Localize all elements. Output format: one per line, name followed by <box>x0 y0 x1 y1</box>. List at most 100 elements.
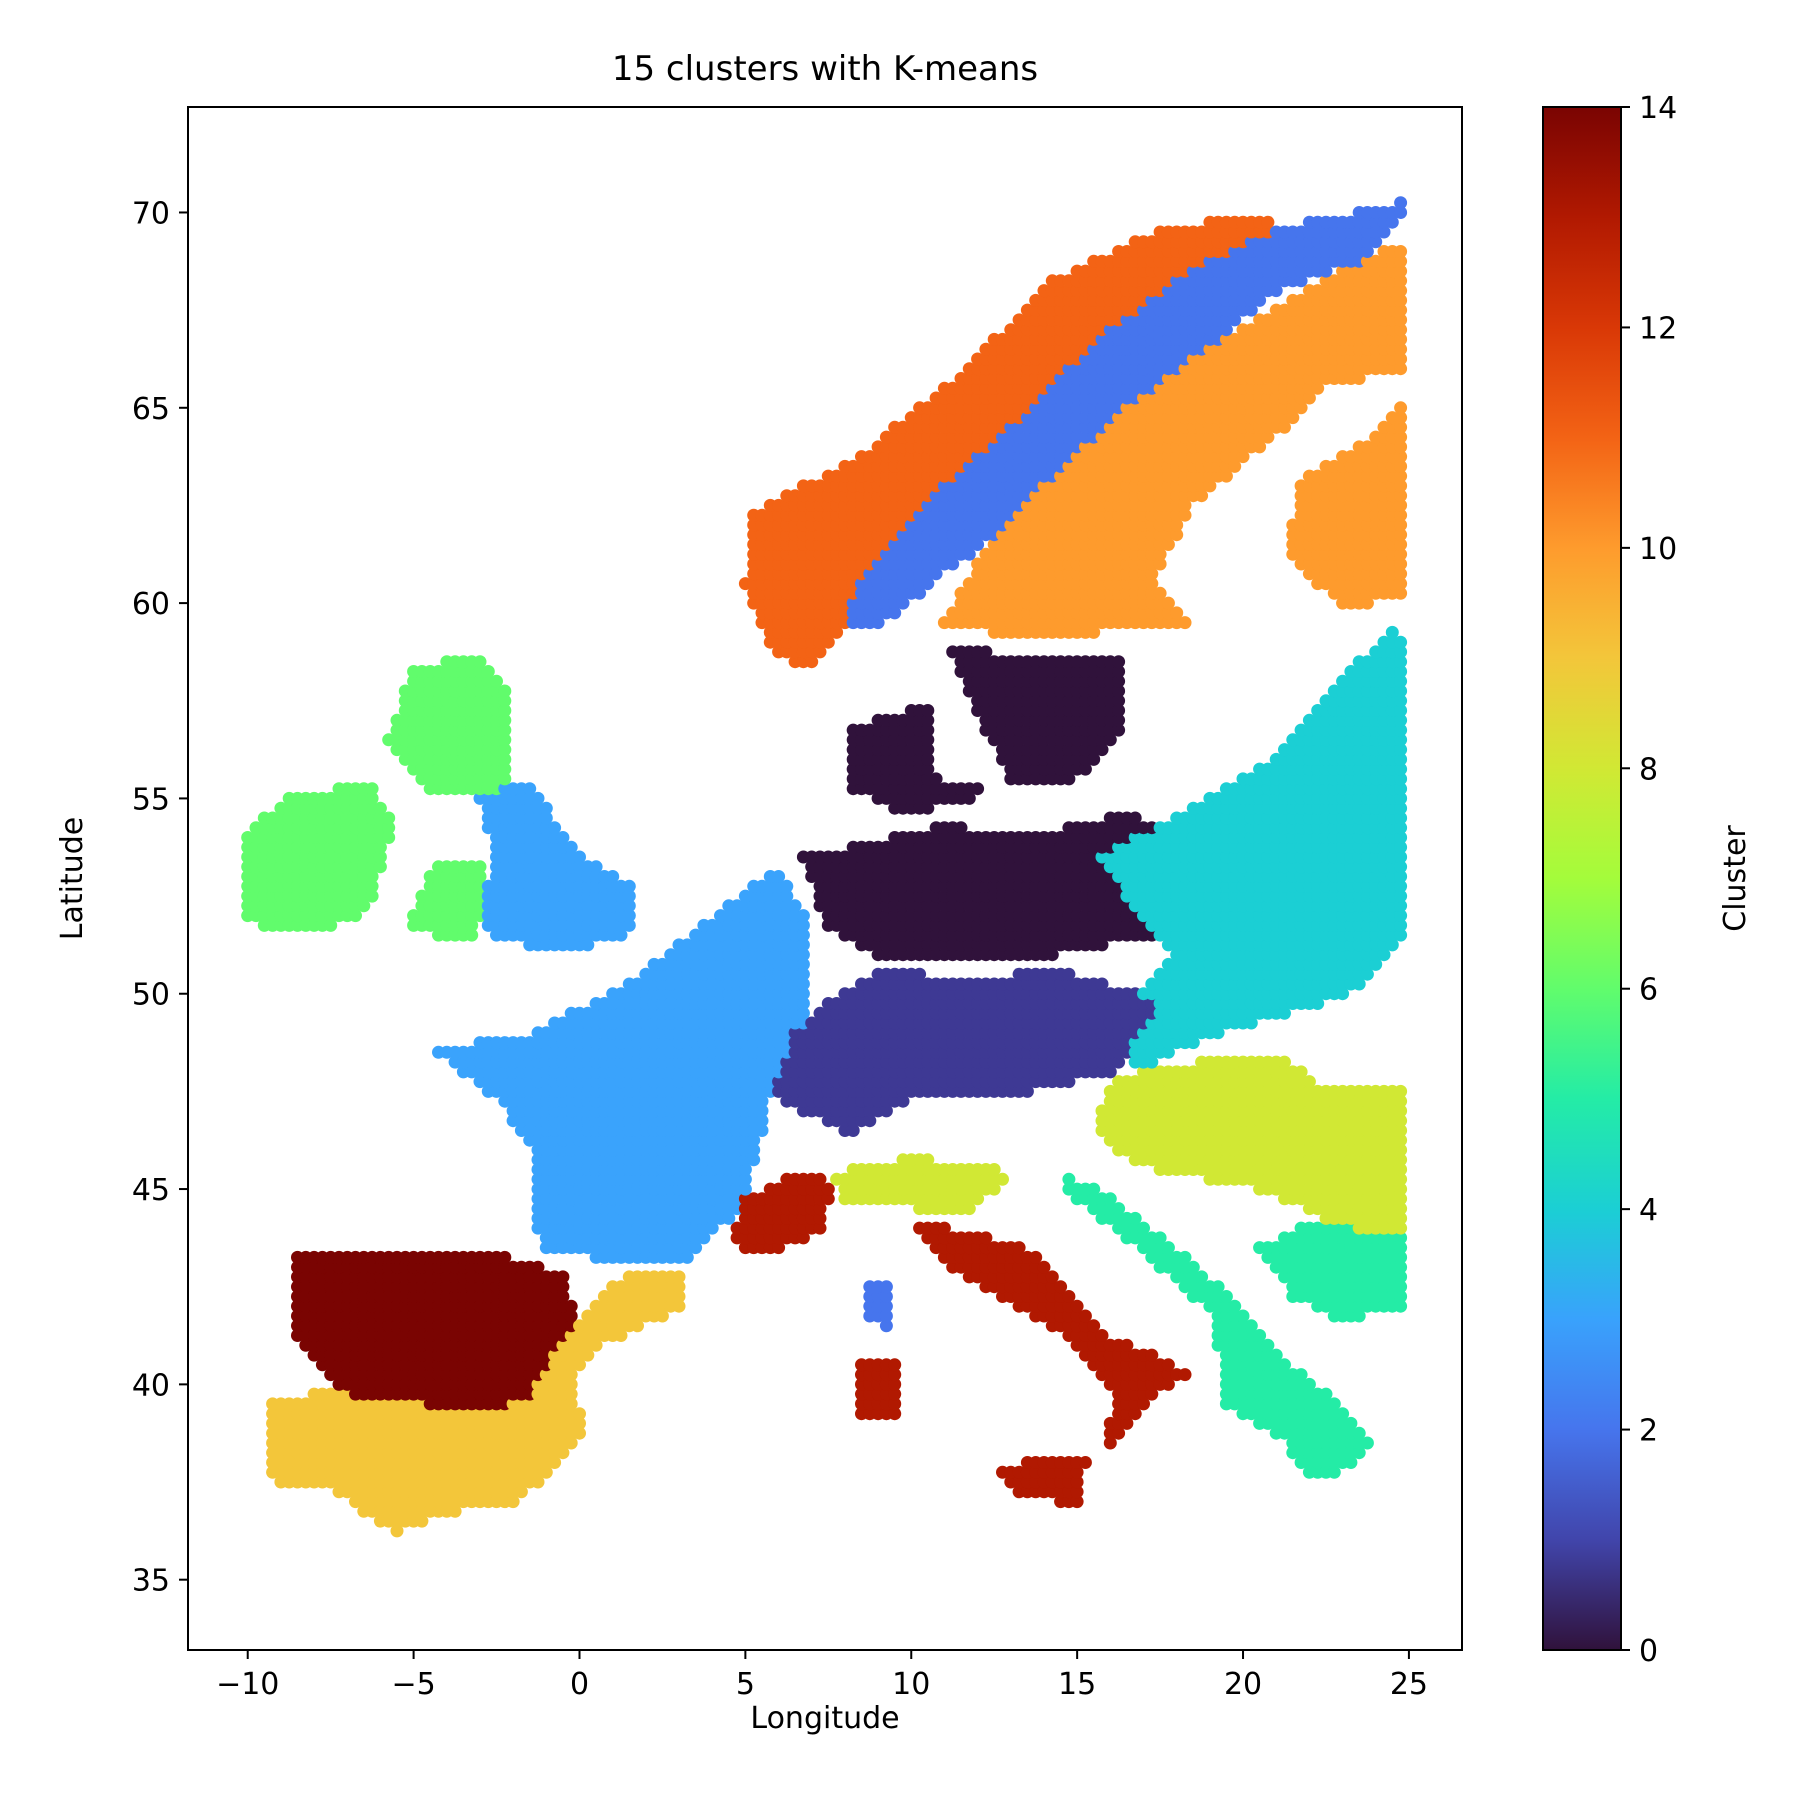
data-point <box>1394 1084 1408 1098</box>
data-point <box>1062 1172 1076 1186</box>
data-point <box>1161 1241 1175 1255</box>
data-point <box>1394 1299 1408 1313</box>
data-point <box>962 1202 976 1216</box>
data-point <box>672 1299 686 1313</box>
data-point <box>1054 1280 1068 1294</box>
data-point <box>564 1377 578 1391</box>
data-point <box>921 1153 935 1167</box>
data-point <box>573 1358 586 1372</box>
data-point <box>705 1221 719 1235</box>
data-point <box>1394 1202 1408 1216</box>
data-point <box>1095 1329 1109 1342</box>
data-point <box>879 1299 893 1313</box>
data-point <box>1078 1456 1092 1469</box>
data-point <box>573 1426 586 1440</box>
data-point <box>1070 1299 1084 1313</box>
data-point <box>1244 1319 1258 1333</box>
data-point <box>879 1319 893 1333</box>
data-point <box>531 1260 545 1274</box>
data-point <box>1394 1241 1408 1255</box>
data-point <box>987 1163 1001 1176</box>
data-point <box>1269 1348 1283 1362</box>
data-point <box>1062 967 1076 981</box>
data-point <box>722 1211 736 1225</box>
data-point <box>813 1221 827 1235</box>
data-point <box>1087 1319 1101 1333</box>
data-point <box>1236 1309 1250 1323</box>
data-point <box>1062 1290 1076 1303</box>
data-point <box>390 1524 404 1538</box>
chart-title: 15 clusters with K-means <box>612 49 1038 89</box>
data-point <box>738 1182 752 1196</box>
data-point <box>1178 1368 1192 1382</box>
data-point <box>1394 1280 1408 1294</box>
data-point <box>821 1192 835 1206</box>
data-point <box>888 1387 902 1401</box>
data-point <box>564 1397 578 1411</box>
data-point <box>1394 1270 1408 1284</box>
data-point <box>1161 1358 1175 1372</box>
data-point <box>1327 1465 1341 1479</box>
data-point <box>913 967 927 981</box>
data-point <box>556 1280 570 1294</box>
data-point <box>498 1250 512 1264</box>
data-point <box>1344 1456 1358 1469</box>
data-point <box>888 1358 902 1372</box>
data-point <box>813 1211 827 1225</box>
data-point <box>796 1231 810 1245</box>
data-point <box>1394 1290 1408 1303</box>
data-point <box>589 860 603 874</box>
data-point <box>888 1397 902 1411</box>
data-point <box>1070 1465 1084 1479</box>
data-point <box>1112 1202 1126 1216</box>
data-point <box>672 1280 686 1294</box>
data-point <box>1037 1260 1051 1274</box>
data-point <box>821 1182 835 1196</box>
data-point <box>1070 1495 1084 1509</box>
data-point <box>689 1241 703 1255</box>
data-point <box>1294 1065 1308 1079</box>
data-point <box>672 1270 686 1284</box>
data-point <box>1394 1231 1408 1245</box>
data-point <box>971 1192 985 1206</box>
data-point <box>1012 1241 1026 1255</box>
data-point <box>573 1407 586 1421</box>
data-point <box>1178 1250 1192 1264</box>
data-point <box>1137 1221 1150 1235</box>
data-point <box>1103 1192 1117 1206</box>
data-point <box>1153 1231 1167 1245</box>
data-point <box>564 1436 578 1450</box>
data-point <box>1145 1348 1159 1362</box>
data-point <box>614 1329 628 1342</box>
data-point <box>622 879 636 893</box>
data-point <box>473 860 487 874</box>
data-point <box>1394 1192 1408 1206</box>
data-point <box>1112 1426 1126 1440</box>
data-point <box>813 1202 827 1216</box>
data-point <box>1137 1397 1150 1411</box>
data-point <box>1103 1436 1117 1450</box>
data-point <box>1278 1358 1291 1372</box>
data-point <box>1087 1182 1101 1196</box>
data-point <box>979 1231 993 1245</box>
data-point <box>564 1299 578 1313</box>
data-point <box>448 1504 462 1518</box>
data-point <box>531 1475 545 1489</box>
data-point <box>564 1368 578 1382</box>
data-point <box>1128 1407 1142 1421</box>
data-point <box>672 1290 686 1303</box>
data-point <box>1302 1377 1316 1391</box>
data-point <box>937 1221 951 1235</box>
data-point <box>1336 1407 1350 1421</box>
data-point <box>888 1377 902 1391</box>
data-point <box>573 1416 586 1430</box>
data-point <box>1352 1309 1366 1323</box>
data-point <box>564 1309 578 1323</box>
data-point <box>1211 1280 1225 1294</box>
data-point <box>1128 1211 1142 1225</box>
data-point <box>1327 1397 1341 1411</box>
data-point <box>1120 1338 1134 1352</box>
data-point <box>1360 1436 1374 1450</box>
data-point <box>888 1368 902 1382</box>
data-point <box>879 1290 893 1303</box>
